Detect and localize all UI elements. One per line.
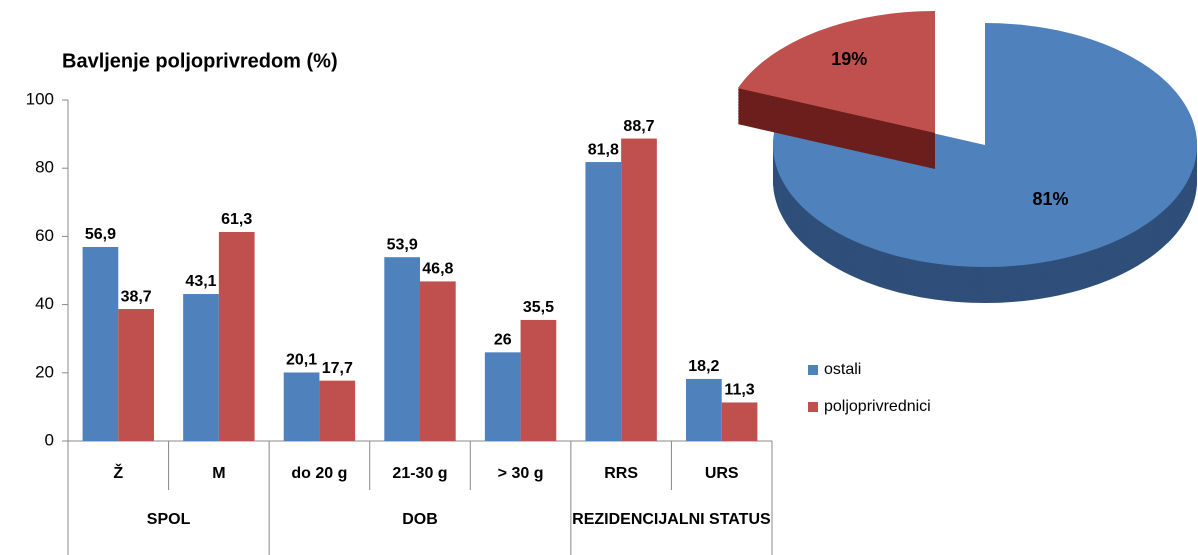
bar — [218, 231, 255, 441]
bar — [183, 294, 219, 441]
bar — [82, 246, 119, 441]
pie-slice — [737, 11, 935, 133]
bar — [721, 402, 758, 441]
legend-swatch — [808, 402, 818, 412]
value-label: 43,1 — [185, 273, 216, 290]
x-tick-label: 21-30 g — [392, 465, 447, 482]
x-tick-label: do 20 g — [291, 465, 347, 482]
y-tick-label: 80 — [35, 158, 54, 177]
bar — [585, 162, 622, 441]
pie-label: 19% — [831, 49, 867, 69]
bar — [118, 309, 154, 441]
group-label: DOB — [402, 511, 438, 528]
legend-label: poljoprivrednici — [824, 398, 931, 415]
legend-label: ostali — [824, 361, 861, 378]
value-label: 81,8 — [588, 141, 619, 158]
bar — [319, 380, 356, 441]
bar — [283, 372, 320, 441]
value-label: 35,5 — [523, 299, 554, 316]
pie-slice — [773, 23, 1197, 267]
pie-label: 81% — [1033, 189, 1069, 209]
value-label: 88,7 — [623, 118, 654, 135]
value-label: 38,7 — [121, 288, 152, 305]
bar — [520, 319, 557, 441]
value-label: 61,3 — [221, 211, 252, 228]
legend-swatch — [808, 365, 818, 375]
value-label: 26 — [494, 332, 512, 349]
bar — [484, 352, 521, 441]
value-label: 56,9 — [85, 226, 116, 243]
value-label: 18,2 — [688, 358, 719, 375]
group-label: SPOL — [146, 511, 191, 528]
x-tick-label: M — [212, 465, 225, 482]
y-tick-label: 0 — [45, 430, 54, 449]
bar — [420, 281, 456, 441]
x-tick-label: Ž — [113, 463, 123, 482]
value-label: 20,1 — [286, 352, 317, 369]
bar — [686, 378, 722, 441]
y-tick-label: 20 — [35, 362, 54, 381]
value-label: 46,8 — [422, 261, 453, 278]
bar — [384, 257, 420, 441]
bar — [621, 138, 657, 441]
y-tick-label: 100 — [26, 89, 54, 108]
group-label: REZIDENCIJALNI STATUS — [572, 511, 771, 528]
x-tick-label: URS — [705, 465, 739, 482]
y-tick-label: 60 — [35, 226, 54, 245]
y-tick-label: 40 — [35, 294, 54, 313]
x-tick-label: > 30 g — [498, 465, 544, 482]
value-label: 53,9 — [387, 236, 418, 253]
x-tick-label: RRS — [604, 465, 638, 482]
value-label: 17,7 — [322, 360, 353, 377]
chart-title: Bavljenje poljoprivredom (%) — [62, 50, 338, 72]
value-label: 11,3 — [724, 382, 754, 399]
